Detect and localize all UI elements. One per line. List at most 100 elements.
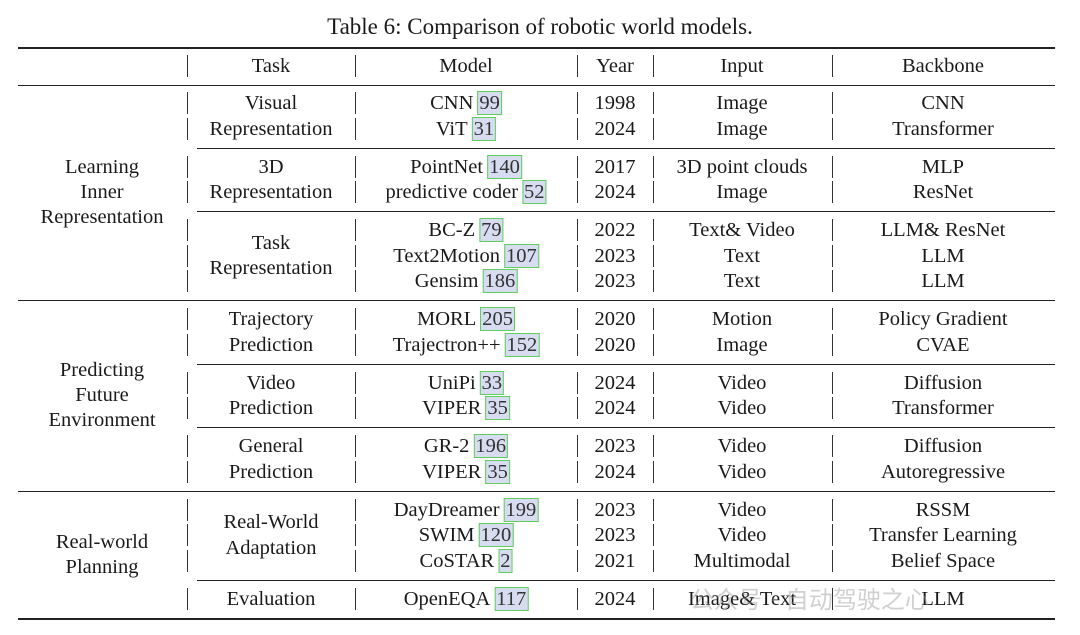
model-cell: GR-2 196 — [424, 434, 509, 458]
column-separator — [187, 371, 188, 394]
input-cell: Video — [717, 460, 767, 483]
column-separator — [577, 219, 578, 241]
task-label: General — [238, 435, 304, 457]
year-cell: 2024 — [594, 371, 636, 394]
column-separator — [653, 460, 654, 483]
group-label: Learning — [65, 156, 139, 178]
citation-link[interactable]: 152 — [504, 332, 540, 357]
task-label: Visual — [244, 92, 298, 114]
column-separator — [832, 460, 833, 483]
column-separator — [355, 55, 356, 77]
column-separator — [355, 333, 356, 356]
task-label: Prediction — [228, 397, 314, 419]
horizontal-rule — [197, 211, 1055, 212]
citation-link[interactable]: 140 — [487, 154, 522, 179]
column-separator — [187, 155, 188, 178]
citation-link[interactable]: 186 — [482, 269, 518, 293]
model-name: Gensim — [414, 270, 479, 292]
year-cell: 2024 — [594, 181, 636, 203]
column-separator — [653, 92, 654, 114]
column-separator — [653, 333, 654, 356]
header-model: Model — [439, 55, 493, 77]
year-cell: 2023 — [594, 435, 636, 457]
model-cell: OpenEQA 117 — [404, 586, 529, 611]
citation-link[interactable]: 199 — [503, 497, 539, 522]
column-separator — [653, 435, 654, 457]
column-separator — [355, 308, 356, 330]
column-separator — [832, 397, 833, 419]
column-separator — [355, 181, 356, 203]
column-separator — [832, 92, 833, 114]
model-cell: CNN 99 — [430, 91, 502, 115]
citation-link[interactable]: 99 — [477, 91, 502, 115]
input-cell: Image — [716, 181, 768, 203]
column-separator — [355, 117, 356, 140]
column-separator — [832, 117, 833, 140]
backbone-cell: LLM — [921, 587, 965, 610]
column-separator — [187, 549, 188, 572]
citation-link[interactable]: 35 — [485, 459, 510, 484]
citation-link[interactable]: 205 — [480, 307, 515, 331]
column-separator — [653, 244, 654, 267]
input-cell: Video — [717, 371, 767, 394]
input-cell: Motion — [711, 308, 773, 330]
column-separator — [577, 549, 578, 572]
backbone-cell: Autoregressive — [880, 460, 1006, 483]
year-cell: 2024 — [594, 587, 636, 610]
column-separator — [653, 524, 654, 546]
model-cell: predictive coder 52 — [385, 180, 547, 204]
model-cell: Text2Motion 107 — [393, 243, 539, 268]
model-name: Text2Motion — [393, 244, 501, 267]
column-separator — [653, 308, 654, 330]
input-cell: 3D point clouds — [676, 155, 808, 178]
task-label: Adaptation — [225, 536, 317, 559]
column-separator — [187, 498, 188, 521]
column-separator — [832, 333, 833, 356]
citation-link[interactable]: 79 — [479, 218, 504, 242]
citation-link[interactable]: 35 — [485, 396, 510, 420]
model-name: predictive coder — [385, 181, 519, 203]
backbone-cell: Belief Space — [890, 549, 996, 572]
column-separator — [355, 219, 356, 241]
column-separator — [832, 55, 833, 77]
model-cell: VIPER 35 — [422, 396, 510, 420]
backbone-cell: Policy Gradient — [878, 308, 1008, 330]
group-label: Real-world — [55, 530, 149, 553]
column-separator — [653, 219, 654, 241]
horizontal-rule — [197, 579, 1055, 581]
year-cell: 2023 — [594, 524, 636, 546]
citation-link[interactable]: 120 — [478, 523, 514, 547]
input-cell: Image — [716, 92, 768, 114]
backbone-cell: ResNet — [912, 181, 974, 203]
input-cell: Image — [716, 333, 768, 356]
column-separator — [832, 219, 833, 241]
model-cell: MORL 205 — [417, 307, 515, 331]
citation-link[interactable]: 31 — [471, 116, 497, 141]
input-cell: Video — [717, 435, 767, 457]
citation-link[interactable]: 107 — [504, 243, 539, 268]
column-separator — [577, 308, 578, 330]
horizontal-rule — [18, 617, 1055, 620]
backbone-cell: Diffusion — [903, 435, 983, 457]
column-separator — [187, 435, 188, 457]
citation-link[interactable]: 196 — [473, 434, 509, 458]
year-cell: 2021 — [594, 549, 636, 572]
task-label: Video — [246, 371, 296, 394]
input-cell: Multimodal — [693, 549, 791, 572]
citation-link[interactable]: 33 — [479, 370, 505, 395]
column-separator — [832, 181, 833, 203]
model-cell: BC-Z 79 — [428, 218, 504, 242]
task-label: Task — [251, 231, 291, 254]
horizontal-rule — [197, 363, 1055, 365]
citation-link[interactable]: 52 — [522, 180, 547, 204]
citation-link[interactable]: 117 — [494, 586, 529, 611]
citation-link[interactable]: 2 — [498, 548, 513, 573]
watermark: 公众号 · 自动驾驶之心 — [690, 586, 929, 614]
year-cell: 2023 — [594, 244, 636, 267]
model-name: VIPER — [422, 397, 482, 419]
backbone-cell: Transformer — [892, 397, 994, 419]
column-separator — [832, 549, 833, 572]
horizontal-rule — [18, 47, 1055, 49]
input-cell: Text& Video — [689, 219, 795, 241]
input-cell: Video — [717, 524, 767, 546]
